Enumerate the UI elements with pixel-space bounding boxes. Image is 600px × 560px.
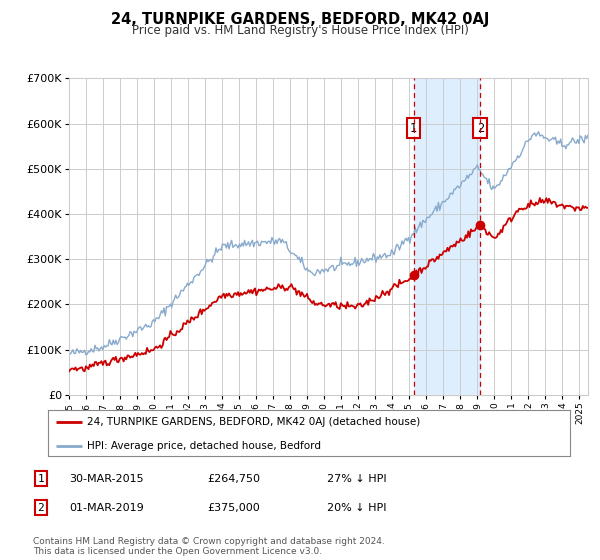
Text: Price paid vs. HM Land Registry's House Price Index (HPI): Price paid vs. HM Land Registry's House …	[131, 24, 469, 36]
Text: 1: 1	[410, 122, 417, 134]
Text: 01-MAR-2019: 01-MAR-2019	[69, 503, 144, 513]
Text: 24, TURNPIKE GARDENS, BEDFORD, MK42 0AJ (detached house): 24, TURNPIKE GARDENS, BEDFORD, MK42 0AJ …	[87, 417, 421, 427]
Text: This data is licensed under the Open Government Licence v3.0.: This data is licensed under the Open Gov…	[33, 547, 322, 556]
Text: 2: 2	[477, 122, 484, 134]
Text: 24, TURNPIKE GARDENS, BEDFORD, MK42 0AJ: 24, TURNPIKE GARDENS, BEDFORD, MK42 0AJ	[111, 12, 489, 27]
Text: £264,750: £264,750	[207, 474, 260, 484]
Bar	[413, 78, 480, 395]
Text: 20% ↓ HPI: 20% ↓ HPI	[327, 503, 386, 513]
Text: 30-MAR-2015: 30-MAR-2015	[69, 474, 143, 484]
Text: HPI: Average price, detached house, Bedford: HPI: Average price, detached house, Bedf…	[87, 441, 321, 451]
Text: £375,000: £375,000	[207, 503, 260, 513]
Text: 27% ↓ HPI: 27% ↓ HPI	[327, 474, 386, 484]
Text: Contains HM Land Registry data © Crown copyright and database right 2024.: Contains HM Land Registry data © Crown c…	[33, 537, 385, 546]
Text: 1: 1	[37, 474, 44, 484]
Text: 2: 2	[37, 503, 44, 513]
